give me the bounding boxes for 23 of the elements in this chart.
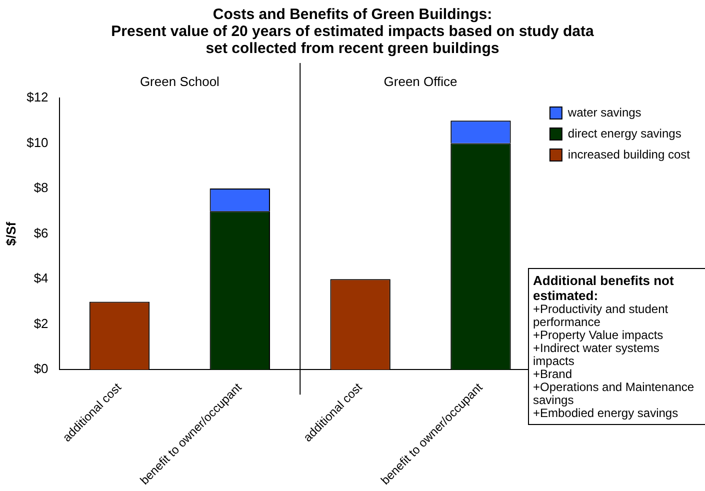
legend-label: direct energy savings xyxy=(568,126,682,140)
y-tick-label: $8 xyxy=(34,180,48,196)
legend-label: water savings xyxy=(566,105,642,120)
annotation: Additional benefits not estimated: xyxy=(533,273,675,303)
text: Costs and Benefits of Green Buildings: xyxy=(212,6,492,23)
text: Present value of 20 years of estimated impacts based on study data xyxy=(111,23,594,40)
y-tick-label: $10 xyxy=(26,134,48,150)
text: Green Office xyxy=(384,74,458,89)
y-tick-label: $12 xyxy=(26,90,48,105)
y-tick-label: $4 xyxy=(34,270,48,286)
text: +Embodied energy savings xyxy=(533,406,680,420)
annotation: +Productivity and student performance xyxy=(533,302,670,329)
text: +Operations and Maintenance savings xyxy=(533,380,696,407)
y-tick-label: $0 xyxy=(34,361,48,376)
annotation: +Indirect water systems impacts xyxy=(533,341,660,368)
legend-label: increased building cost xyxy=(568,147,691,162)
text: set collected from recent green buildings xyxy=(206,40,500,57)
annotation: +Brand xyxy=(533,367,572,381)
text: Green School xyxy=(140,74,220,89)
y-axis-title: $/Sf xyxy=(3,221,18,246)
y-tick-label: $6 xyxy=(34,225,48,240)
annotation: +Property Value impacts xyxy=(533,328,664,342)
y-tick-label: $2 xyxy=(34,316,48,331)
